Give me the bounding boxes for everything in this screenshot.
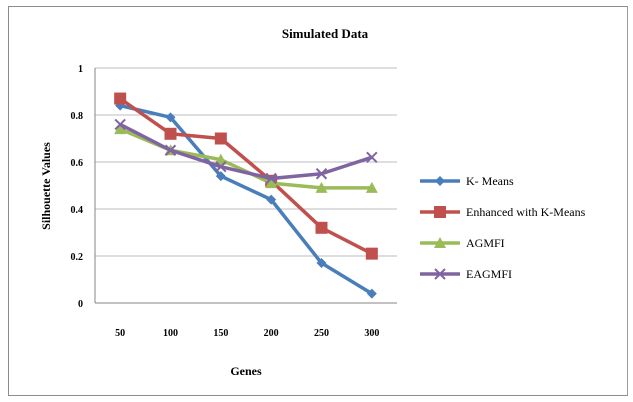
- legend-label-eagmfi: EAGMFI: [466, 267, 512, 281]
- x-tick-label: 100: [163, 328, 178, 339]
- legend-label-k-means: K- Means: [466, 174, 514, 188]
- legend-label-enhanced-with-k-means: Enhanced with K-Means: [466, 205, 586, 219]
- x-tick-label: 250: [314, 328, 329, 339]
- legend-marker-agmfi: [434, 237, 446, 248]
- chart-title: Simulated Data: [282, 26, 369, 41]
- series-line-k-means: [119, 103, 373, 296]
- legend-label-agmfi: AGMFI: [466, 236, 505, 250]
- data-point-enhanced-with-k-means: [114, 92, 127, 105]
- data-point-k-means: [215, 171, 226, 182]
- data-point-k-means: [165, 112, 176, 123]
- legend-marker-k-means: [435, 176, 445, 186]
- marker-stroke: [265, 172, 277, 185]
- legend-marker-eagmfi: [434, 268, 446, 280]
- data-point-agmfi: [315, 181, 328, 193]
- data-point-enhanced-with-k-means: [164, 127, 177, 140]
- marker-stroke: [215, 160, 227, 173]
- y-tick-label: 0.2: [71, 252, 84, 263]
- series-line-enhanced-with-k-means: [119, 97, 373, 256]
- data-point-eagmfi: [366, 151, 378, 164]
- marker-stroke: [315, 168, 328, 180]
- data-point-eagmfi: [265, 172, 277, 185]
- data-point-enhanced-with-k-means: [214, 132, 227, 145]
- y-tick-label: 0: [78, 299, 83, 310]
- chart-frame: [8, 6, 628, 396]
- y-tick-label: 0.8: [71, 111, 84, 122]
- data-point-eagmfi: [215, 160, 227, 173]
- x-tick-label: 200: [264, 328, 279, 339]
- marker-stroke: [434, 268, 446, 280]
- data-point-enhanced-with-k-means: [315, 221, 328, 234]
- y-tick-label: 1: [78, 64, 83, 75]
- data-point-k-means: [266, 194, 277, 205]
- x-tick-label: 150: [213, 328, 228, 339]
- data-point-eagmfi: [164, 144, 177, 156]
- marker-stroke: [114, 118, 126, 131]
- legend-marker-enhanced-with-k-means: [434, 206, 446, 218]
- x-axis-label: Genes: [230, 364, 262, 378]
- data-point-enhanced-with-k-means: [365, 247, 378, 260]
- marker-stroke: [164, 144, 177, 156]
- data-point-agmfi: [214, 153, 227, 165]
- data-point-k-means: [316, 258, 327, 269]
- data-point-agmfi: [365, 181, 378, 193]
- x-tick-label: 300: [364, 328, 379, 339]
- x-tick-label: 50: [115, 328, 125, 339]
- data-point-agmfi: [114, 123, 127, 135]
- y-tick-label: 0.6: [71, 158, 84, 169]
- y-tick-label: 0.4: [71, 205, 84, 216]
- data-point-eagmfi: [315, 168, 328, 180]
- marker-stroke: [366, 151, 378, 164]
- data-point-agmfi: [265, 177, 278, 189]
- y-axis-label: Silhouette Values: [39, 142, 53, 230]
- series-line-eagmfi: [119, 122, 373, 181]
- data-point-eagmfi: [114, 118, 126, 131]
- data-point-k-means: [366, 288, 377, 299]
